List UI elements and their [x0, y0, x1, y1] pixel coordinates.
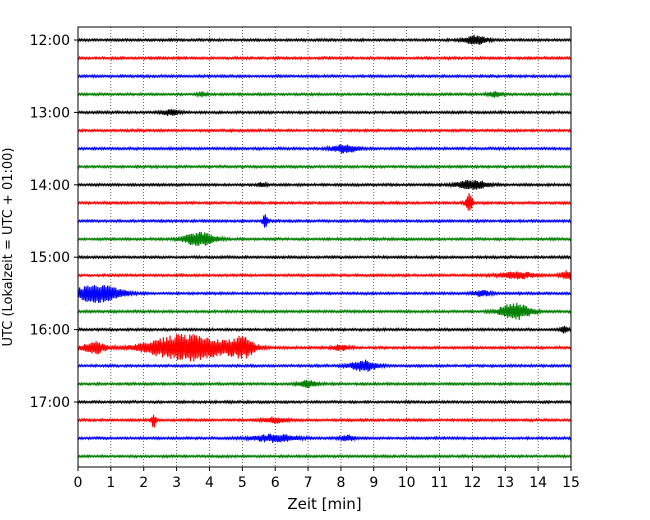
trace-line: [77, 359, 572, 372]
trace-line: [77, 109, 572, 117]
trace-line: [77, 90, 572, 98]
trace-line: [77, 214, 572, 228]
trace-line: [77, 414, 572, 428]
y-tick-label: 16:00: [30, 323, 70, 339]
trace-line: [77, 231, 572, 246]
x-tick-label: 10: [398, 475, 416, 491]
trace-line: [77, 379, 572, 389]
trace-line: [77, 144, 572, 154]
trace-line: [77, 325, 572, 334]
trace-line: [77, 73, 572, 79]
trace-line: [77, 399, 572, 405]
trace-line: [77, 433, 572, 443]
x-tick-label: 12: [463, 475, 481, 491]
trace-line: [77, 180, 572, 190]
x-tick-label: 1: [106, 475, 115, 491]
trace-line: [77, 127, 572, 134]
y-tick-label: 12:00: [30, 33, 70, 49]
trace-line: [77, 284, 572, 303]
y-tick-label: 14:00: [30, 178, 70, 194]
seismogram-traces: [77, 34, 572, 460]
y-axis-label: UTC (Lokalzeit = UTC + 01:00): [1, 148, 16, 347]
trace-line: [77, 34, 572, 45]
trace-line: [77, 55, 572, 61]
plot-frame: [77, 26, 572, 468]
x-tick-label: 9: [369, 475, 378, 491]
trace-line: [77, 193, 572, 211]
trace-line: [77, 254, 572, 261]
y-tick-label: 13:00: [30, 105, 70, 121]
trace-line: [77, 453, 572, 460]
y-axis-ticks: 12:00 13:00 14:00 15:00 16:00 17:00: [30, 33, 78, 411]
trace-line: [77, 302, 572, 320]
x-tick-label: 14: [529, 475, 547, 491]
trace-line: [77, 164, 572, 170]
y-tick-label: 17:00: [30, 395, 70, 411]
x-tick-label: 5: [238, 475, 247, 491]
x-tick-label: 0: [74, 475, 83, 491]
y-tick-label: 15:00: [30, 250, 70, 266]
x-tick-label: 2: [139, 475, 148, 491]
x-tick-label: 8: [336, 475, 345, 491]
x-tick-label: 15: [562, 475, 580, 491]
x-tick-label: 4: [205, 475, 214, 491]
x-tick-label: 7: [304, 475, 313, 491]
trace-line: [77, 270, 572, 280]
trace-line: [77, 333, 572, 362]
x-tick-label: 11: [431, 475, 449, 491]
x-tick-label: 3: [172, 475, 181, 491]
x-tick-label: 13: [496, 475, 514, 491]
x-tick-label: 6: [271, 475, 280, 491]
grid-lines: [110, 27, 539, 467]
x-axis-ticks: 0 1 2 3 4 5 6 7 8 9 10 11 12 13 14 15: [74, 467, 580, 491]
x-axis-label: Zeit [min]: [287, 495, 361, 513]
